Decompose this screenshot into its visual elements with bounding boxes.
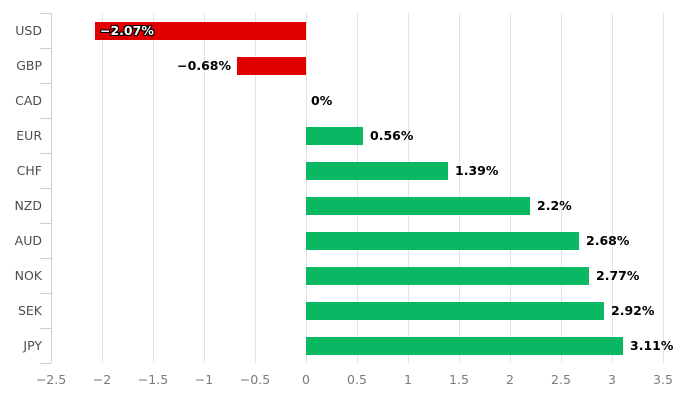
value-label-nok: 2.77% bbox=[596, 268, 640, 283]
bar-eur[interactable] bbox=[306, 127, 364, 145]
x-tick-label: −1.5 bbox=[137, 372, 169, 387]
category-label-eur: EUR bbox=[16, 128, 42, 143]
vertical-gridline bbox=[561, 13, 562, 363]
x-tick-label: 3.5 bbox=[653, 372, 673, 387]
vertical-gridline bbox=[612, 13, 613, 363]
value-label-nzd: 2.2% bbox=[537, 198, 572, 213]
y-axis-tick bbox=[40, 223, 51, 224]
vertical-gridline bbox=[510, 13, 511, 363]
category-label-sek: SEK bbox=[17, 303, 42, 318]
category-label-chf: CHF bbox=[16, 163, 42, 178]
bar-jpy[interactable] bbox=[306, 337, 624, 355]
bar-aud[interactable] bbox=[306, 232, 580, 250]
x-tick-label: 1.5 bbox=[449, 372, 469, 387]
x-tick-label: 0.5 bbox=[347, 372, 367, 387]
vertical-gridline bbox=[306, 13, 307, 363]
category-label-jpy: JPY bbox=[23, 338, 42, 353]
y-axis-line bbox=[51, 13, 52, 363]
x-tick-label: 2 bbox=[506, 372, 514, 387]
y-axis-tick bbox=[40, 188, 51, 189]
value-label-eur: 0.56% bbox=[370, 128, 414, 143]
value-label-sek: 2.92% bbox=[611, 303, 655, 318]
bar-nok[interactable] bbox=[306, 267, 589, 285]
x-tick-label: −2 bbox=[92, 372, 112, 387]
category-label-cad: CAD bbox=[15, 93, 42, 108]
value-label-usd: −2.07% bbox=[100, 23, 154, 38]
vertical-gridline bbox=[204, 13, 205, 363]
value-label-cad: 0% bbox=[311, 93, 333, 108]
vertical-gridline bbox=[663, 13, 664, 363]
category-label-gbp: GBP bbox=[16, 58, 42, 73]
value-label-gbp: −0.68% bbox=[177, 58, 231, 73]
bar-gbp[interactable] bbox=[236, 57, 306, 75]
vertical-gridline bbox=[255, 13, 256, 363]
category-label-nok: NOK bbox=[14, 268, 42, 283]
y-axis-tick bbox=[40, 13, 51, 14]
bar-usd[interactable] bbox=[94, 22, 306, 40]
value-label-jpy: 3.11% bbox=[630, 338, 674, 353]
category-label-aud: AUD bbox=[14, 233, 42, 248]
vertical-gridline bbox=[408, 13, 409, 363]
y-axis-tick bbox=[40, 153, 51, 154]
x-tick-label: −0.5 bbox=[239, 372, 271, 387]
vertical-gridline bbox=[153, 13, 154, 363]
x-tick-label: 3 bbox=[608, 372, 616, 387]
x-tick-label: 1 bbox=[404, 372, 412, 387]
bar-nzd[interactable] bbox=[306, 197, 531, 215]
vertical-gridline bbox=[357, 13, 358, 363]
x-tick-label: 0 bbox=[302, 372, 310, 387]
y-axis-tick bbox=[40, 293, 51, 294]
x-tick-label: 2.5 bbox=[551, 372, 571, 387]
value-label-aud: 2.68% bbox=[586, 233, 630, 248]
bar-chf[interactable] bbox=[306, 162, 448, 180]
category-label-usd: USD bbox=[15, 23, 42, 38]
y-axis-tick bbox=[40, 83, 51, 84]
vertical-gridline bbox=[102, 13, 103, 363]
y-axis-tick bbox=[40, 363, 51, 364]
x-tick-label: −2.5 bbox=[35, 372, 67, 387]
y-axis-tick bbox=[40, 48, 51, 49]
category-label-nzd: NZD bbox=[14, 198, 42, 213]
bar-sek[interactable] bbox=[306, 302, 604, 320]
y-axis-tick bbox=[40, 258, 51, 259]
y-axis-tick bbox=[40, 328, 51, 329]
y-axis-tick bbox=[40, 118, 51, 119]
vertical-gridline bbox=[459, 13, 460, 363]
value-label-chf: 1.39% bbox=[455, 163, 499, 178]
x-tick-label: −1 bbox=[194, 372, 214, 387]
